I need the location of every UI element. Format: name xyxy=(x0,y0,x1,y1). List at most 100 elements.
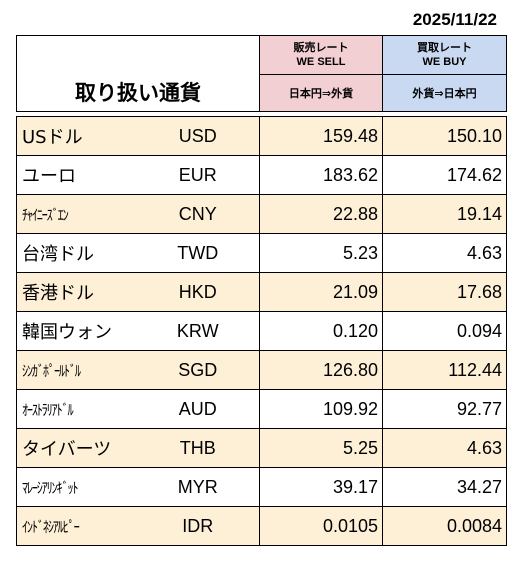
buy-rate-value-cell: 174.62 xyxy=(382,155,507,195)
currency-name-cell: ｵｰｽﾄﾗﾘｱﾄﾞﾙ xyxy=(16,389,137,429)
currency-name-cell: ｼﾝｶﾞﾎﾟｰﾙﾄﾞﾙ xyxy=(16,350,137,390)
sell-rate-value-cell: 126.80 xyxy=(259,350,383,390)
buy-rate-value-cell: 19.14 xyxy=(382,194,507,234)
currency-row-myr: ﾏﾚｰｼｱﾘﾝｷﾞｯﾄ MYR 39.17 34.27 xyxy=(16,467,507,507)
sell-rate-header: 販売レート WE SELL xyxy=(259,35,383,75)
buy-rate-value: 4.63 xyxy=(466,242,502,263)
sell-rate-header-jp: 販売レート xyxy=(293,42,349,54)
buy-rate-value-cell: 0.094 xyxy=(382,311,507,351)
buy-rate-value-cell: 17.68 xyxy=(382,272,507,312)
sell-rate-value: 39.17 xyxy=(332,476,378,497)
sell-rate-value: 0.0105 xyxy=(322,515,378,536)
currency-code-cell: EUR xyxy=(136,155,260,195)
sell-rate-value-cell: 5.25 xyxy=(259,428,383,468)
buy-rate-value: 174.62 xyxy=(446,164,502,185)
buy-direction-label: 外貨⇒日本円 xyxy=(382,74,507,112)
currency-code: SGD xyxy=(178,359,218,380)
currency-code: HKD xyxy=(178,281,217,302)
sell-rate-value-cell: 159.48 xyxy=(259,116,383,156)
currency-name-cell: 台湾ドル xyxy=(16,233,137,273)
currency-row-usd: USドル USD 159.48 150.10 xyxy=(16,116,507,156)
currency-code-cell: IDR xyxy=(136,506,260,546)
sell-rate-value: 5.25 xyxy=(342,437,378,458)
currency-row-twd: 台湾ドル TWD 5.23 4.63 xyxy=(16,233,507,273)
sell-rate-header-en: WE SELL xyxy=(296,56,346,68)
buy-rate-value-cell: 4.63 xyxy=(382,428,507,468)
currency-name: ﾁｬｲﾆｰｽﾞｴﾝ xyxy=(22,205,69,224)
buy-rate-value: 19.14 xyxy=(456,203,502,224)
sell-rate-value: 5.23 xyxy=(342,242,378,263)
currency-code-cell: THB xyxy=(136,428,260,468)
buy-rate-value-cell: 4.63 xyxy=(382,233,507,273)
sell-rate-value: 159.48 xyxy=(322,125,378,146)
buy-rate-value-cell: 112.44 xyxy=(382,350,507,390)
buy-rate-value: 34.27 xyxy=(456,476,502,497)
currency-code: USD xyxy=(178,125,217,146)
sell-rate-value-cell: 0.0105 xyxy=(259,506,383,546)
page-title: 取り扱い通貨 xyxy=(16,35,260,112)
currency-code-cell: HKD xyxy=(136,272,260,312)
sell-rate-value-cell: 0.120 xyxy=(259,311,383,351)
sell-direction-label: 日本円⇒外貨 xyxy=(259,74,383,112)
currency-rate-table: 取り扱い通貨 販売レート WE SELL 買取レート WE BUY 日本円⇒外貨… xyxy=(16,35,507,546)
currency-name: タイバーツ xyxy=(22,439,112,460)
sell-rate-value-cell: 39.17 xyxy=(259,467,383,507)
currency-row-cny: ﾁｬｲﾆｰｽﾞｴﾝ CNY 22.88 19.14 xyxy=(16,194,507,234)
rate-date: 2025/11/22 xyxy=(412,10,497,29)
currency-row-hkd: 香港ドル HKD 21.09 17.68 xyxy=(16,272,507,312)
sell-rate-value: 183.62 xyxy=(322,164,378,185)
sell-rate-value-cell: 109.92 xyxy=(259,389,383,429)
buy-rate-value: 92.77 xyxy=(456,398,502,419)
currency-name: ｼﾝｶﾞﾎﾟｰﾙﾄﾞﾙ xyxy=(22,361,81,380)
buy-rate-value-cell: 0.0084 xyxy=(382,506,507,546)
currency-row-thb: タイバーツ THB 5.25 4.63 xyxy=(16,428,507,468)
currency-name-cell: ﾁｬｲﾆｰｽﾞｴﾝ xyxy=(16,194,137,234)
currency-code-cell: SGD xyxy=(136,350,260,390)
currency-name: ｵｰｽﾄﾗﾘｱﾄﾞﾙ xyxy=(22,400,74,419)
currency-name: 韓国ウォン xyxy=(22,322,112,343)
buy-rate-header: 買取レート WE BUY xyxy=(382,35,507,75)
buy-rate-value: 4.63 xyxy=(466,437,502,458)
currency-code-cell: MYR xyxy=(136,467,260,507)
sell-rate-value: 126.80 xyxy=(322,359,378,380)
sell-rate-value: 0.120 xyxy=(332,320,378,341)
currency-name-cell: ﾏﾚｰｼｱﾘﾝｷﾞｯﾄ xyxy=(16,467,137,507)
currency-name-cell: ユーロ xyxy=(16,155,137,195)
buy-rate-value-cell: 34.27 xyxy=(382,467,507,507)
buy-rate-value: 17.68 xyxy=(456,281,502,302)
currency-code: KRW xyxy=(176,320,219,341)
currency-code-cell: AUD xyxy=(136,389,260,429)
buy-rate-header-jp: 買取レート xyxy=(417,42,472,54)
sell-rate-value-cell: 5.23 xyxy=(259,233,383,273)
currency-row-krw: 韓国ウォン KRW 0.120 0.094 xyxy=(16,311,507,351)
currency-code: CNY xyxy=(178,203,217,224)
sell-rate-value-cell: 21.09 xyxy=(259,272,383,312)
currency-name-cell: USドル xyxy=(16,116,137,156)
currency-code: TWD xyxy=(177,242,219,263)
currency-name: USドル xyxy=(22,127,83,148)
currency-code: IDR xyxy=(182,515,214,536)
buy-rate-value: 150.10 xyxy=(446,125,502,146)
currency-code-cell: KRW xyxy=(136,311,260,351)
sell-rate-value-cell: 183.62 xyxy=(259,155,383,195)
buy-rate-value: 112.44 xyxy=(448,359,502,380)
currency-name: ﾏﾚｰｼｱﾘﾝｷﾞｯﾄ xyxy=(22,478,79,497)
currency-code-cell: TWD xyxy=(136,233,260,273)
buy-rate-value: 0.0084 xyxy=(446,515,502,536)
currency-row-aud: ｵｰｽﾄﾗﾘｱﾄﾞﾙ AUD 109.92 92.77 xyxy=(16,389,507,429)
currency-row-eur: ユーロ EUR 183.62 174.62 xyxy=(16,155,507,195)
sell-rate-value: 21.09 xyxy=(332,281,378,302)
currency-row-idr: ｲﾝﾄﾞﾈｼｱﾙﾋﾟｰ IDR 0.0105 0.0084 xyxy=(16,506,507,546)
currency-name: 台湾ドル xyxy=(22,244,94,265)
currency-name: 香港ドル xyxy=(22,283,94,304)
sell-rate-value-cell: 22.88 xyxy=(259,194,383,234)
currency-name-cell: 韓国ウォン xyxy=(16,311,137,351)
currency-code-cell: USD xyxy=(136,116,260,156)
currency-row-sgd: ｼﾝｶﾞﾎﾟｰﾙﾄﾞﾙ SGD 126.80 112.44 xyxy=(16,350,507,390)
currency-name-cell: 香港ドル xyxy=(16,272,137,312)
sell-rate-value: 22.88 xyxy=(332,203,378,224)
currency-code-cell: CNY xyxy=(136,194,260,234)
currency-code: EUR xyxy=(178,164,217,185)
buy-rate-value: 0.094 xyxy=(456,320,502,341)
currency-name: ユーロ xyxy=(22,166,76,187)
